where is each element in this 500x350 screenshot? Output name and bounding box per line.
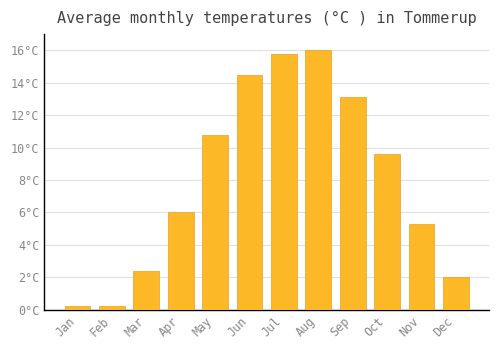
Bar: [202, 135, 228, 310]
Bar: [408, 224, 434, 310]
Bar: [168, 212, 194, 310]
Bar: [443, 277, 468, 310]
Bar: [99, 307, 125, 310]
Bar: [306, 50, 331, 310]
Title: Average monthly temperatures (°C ) in Tommerup: Average monthly temperatures (°C ) in To…: [57, 11, 476, 26]
Bar: [271, 54, 297, 310]
Bar: [134, 271, 159, 310]
Bar: [340, 97, 365, 310]
Bar: [64, 307, 90, 310]
Bar: [236, 75, 262, 310]
Bar: [374, 154, 400, 310]
